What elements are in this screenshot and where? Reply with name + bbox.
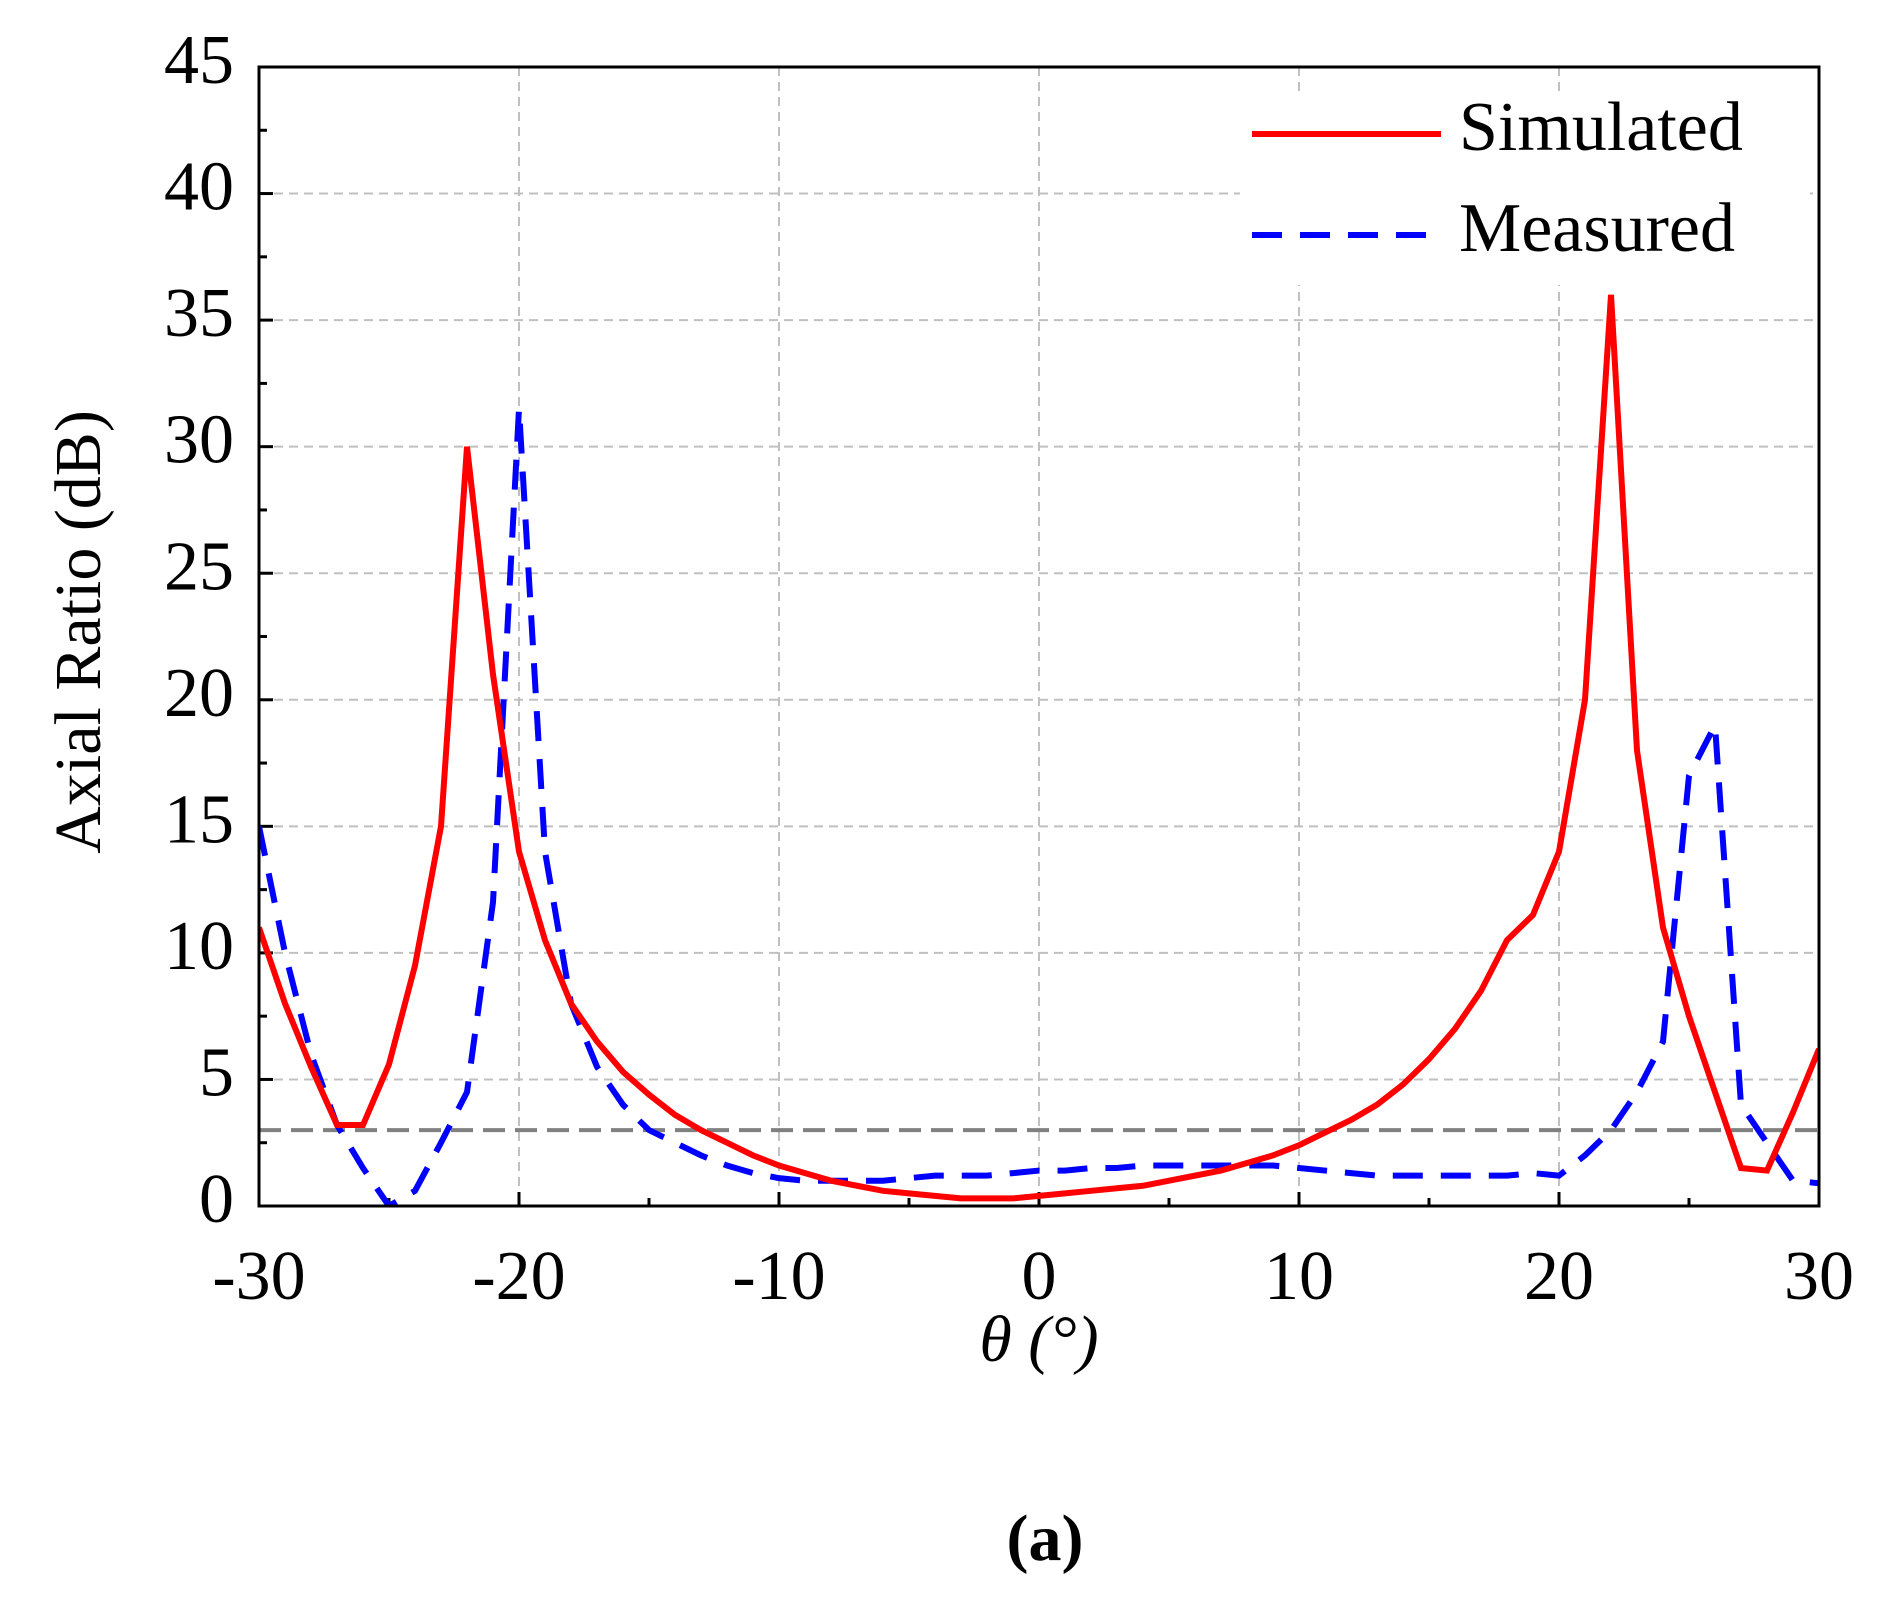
y-tick-label: 25 [164, 528, 234, 605]
x-tick-label: 10 [1264, 1238, 1334, 1315]
series-line [259, 408, 1819, 1206]
plot-frame [257, 65, 1821, 1208]
series-line [259, 294, 1819, 1202]
legend-background [1240, 95, 1810, 285]
legend-label: Measured [1459, 190, 1735, 267]
caption: (a) [1007, 1502, 1084, 1575]
y-tick-label: 10 [164, 908, 234, 985]
y-tick-label: 30 [164, 402, 234, 479]
y-tick-label: 15 [164, 781, 234, 858]
y-tick-label: 5 [199, 1035, 234, 1112]
x-axis-label: θ (°) [979, 1303, 1098, 1376]
x-tick-label: -30 [212, 1238, 305, 1315]
x-tick-label: 0 [1022, 1238, 1057, 1315]
y-tick-label: 40 [164, 149, 234, 226]
x-tick-label: -20 [472, 1238, 565, 1315]
y-tick-label: 0 [199, 1161, 234, 1238]
x-tick-label: 20 [1524, 1238, 1594, 1315]
y-axis-label: Axial Ratio (dB) [42, 410, 115, 854]
x-tick-label: -10 [732, 1238, 825, 1315]
y-tick-label: 20 [164, 655, 234, 732]
x-tick-label: 30 [1784, 1238, 1854, 1315]
legend-label: Simulated [1459, 89, 1743, 166]
y-tick-label: 45 [164, 22, 234, 99]
y-tick-label: 35 [164, 275, 234, 352]
